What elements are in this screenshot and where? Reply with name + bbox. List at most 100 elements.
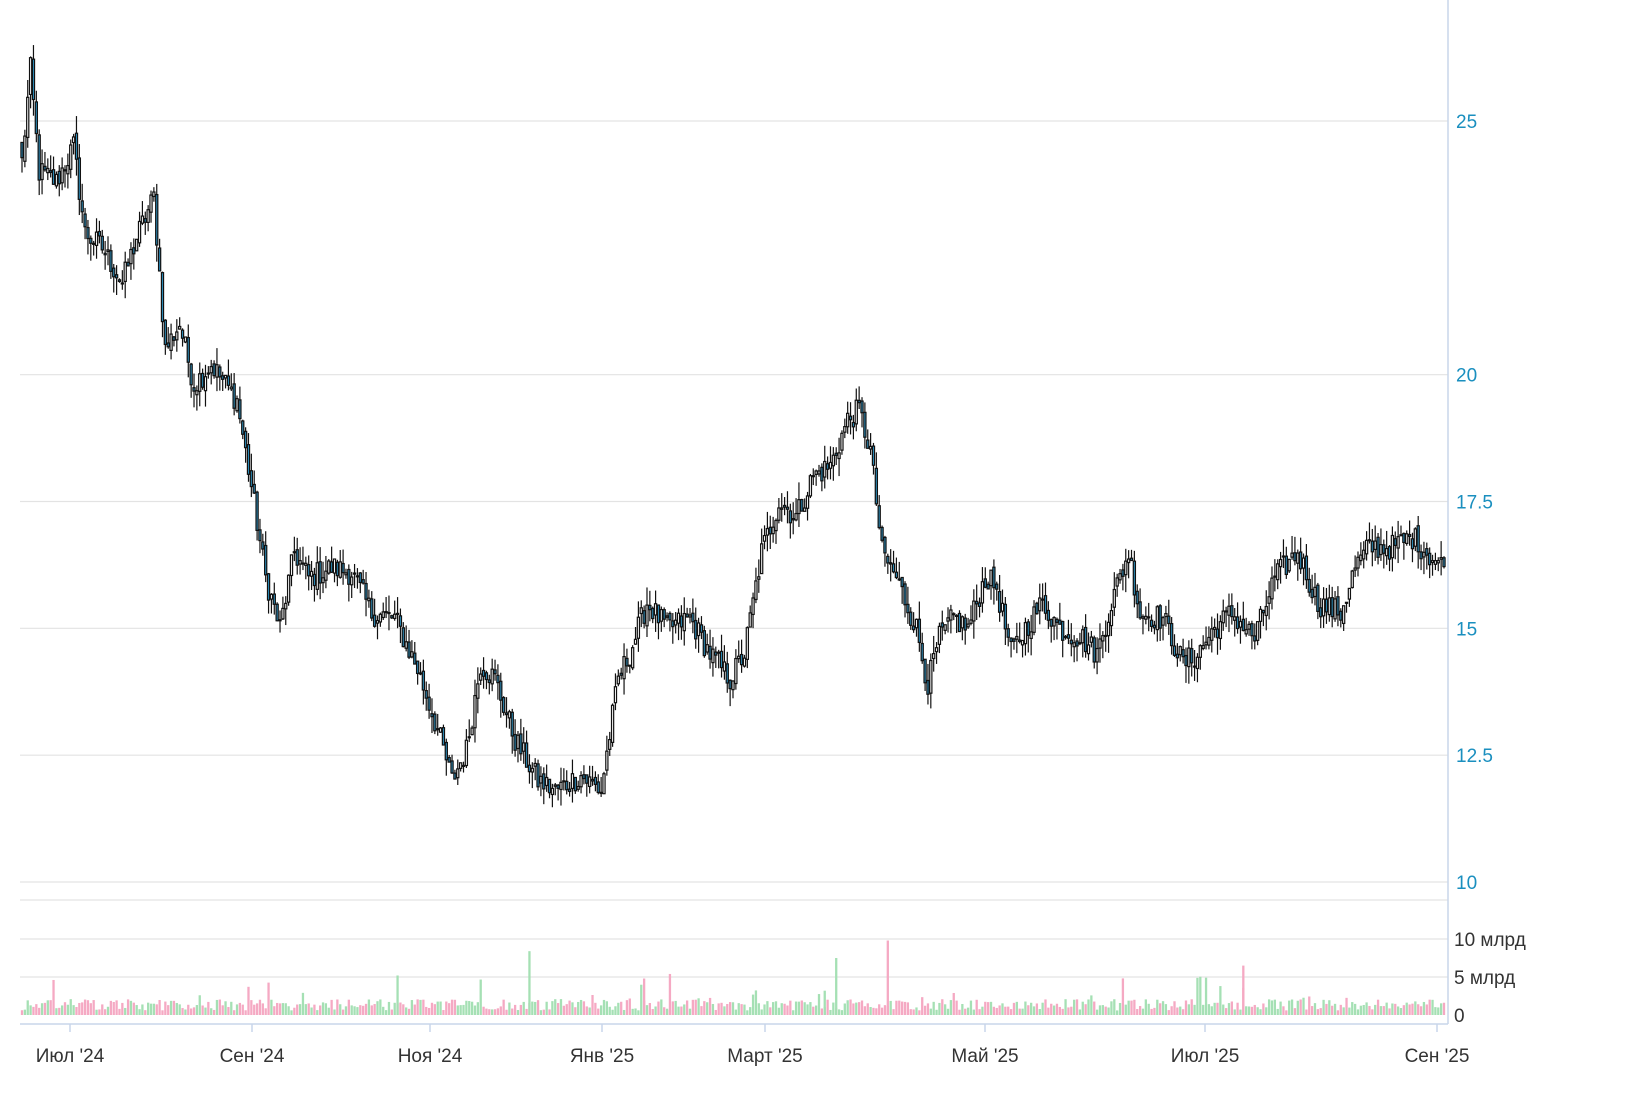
volume-bar	[218, 999, 221, 1015]
candle-body	[458, 762, 463, 769]
volume-bar	[407, 1008, 411, 1015]
candle-body	[1138, 601, 1142, 619]
candle-body	[734, 657, 738, 685]
candle-body	[318, 561, 322, 584]
candle-body	[1066, 634, 1071, 639]
volume-bar	[290, 1010, 293, 1015]
candle-body	[559, 781, 563, 791]
candle-body	[1407, 534, 1412, 538]
volume-bar	[602, 999, 606, 1015]
candle-body	[593, 776, 598, 785]
candle-body	[989, 569, 993, 587]
candle-body	[123, 261, 127, 283]
candle-body	[1063, 635, 1068, 639]
volume-bar	[491, 1009, 494, 1015]
volume-bar	[425, 1006, 428, 1015]
candle-body	[837, 452, 841, 460]
candle-body	[272, 593, 276, 605]
volume-bar	[760, 1009, 763, 1015]
candle-body	[1362, 549, 1366, 560]
candle-body	[952, 613, 956, 616]
candle-body	[1341, 605, 1346, 625]
volume-bar	[1259, 1009, 1262, 1015]
volume-bar	[353, 1006, 356, 1015]
volume-bar	[364, 1003, 368, 1015]
candle-body	[739, 653, 744, 666]
volume-bar	[806, 1004, 809, 1015]
volume-bar	[178, 1004, 181, 1015]
volume-bar	[1267, 999, 1271, 1015]
volume-bar	[1296, 1000, 1299, 1015]
volume-bar	[1376, 999, 1380, 1015]
candle-body	[553, 784, 557, 787]
candle-body	[304, 562, 308, 566]
candle-body	[619, 672, 623, 676]
volume-bar	[1256, 1007, 1259, 1015]
volume-bar	[103, 1009, 107, 1015]
volume-bar	[413, 1004, 416, 1015]
volume-bar	[591, 995, 594, 1015]
candle-body	[840, 432, 844, 451]
volume-tick-label: 5 млрд	[1454, 968, 1515, 989]
volume-bar	[307, 1003, 310, 1015]
candle-body	[487, 679, 491, 684]
candle-body	[946, 617, 950, 622]
volume-bar	[1133, 999, 1136, 1015]
candle-body	[232, 383, 236, 409]
candle-body	[415, 660, 420, 675]
candle-body	[203, 376, 208, 392]
candle-body	[1393, 538, 1397, 547]
volume-bar	[717, 1003, 720, 1015]
volume-bar	[436, 1001, 439, 1015]
candle-body	[60, 167, 64, 184]
candle-body	[424, 689, 428, 699]
candle-body	[1405, 533, 1409, 545]
candle-body	[338, 561, 342, 578]
candle-body	[719, 650, 724, 669]
candle-body	[114, 274, 119, 279]
volume-bar	[677, 1006, 680, 1015]
candle-body	[1379, 544, 1383, 556]
volume-bar	[1391, 1003, 1394, 1015]
volume-bar	[1090, 995, 1093, 1015]
candle-body	[160, 272, 165, 323]
volume-bar	[505, 1009, 508, 1015]
x-tick-label: Сен '24	[220, 1046, 285, 1067]
volume-bar	[1004, 1006, 1007, 1015]
candle-body	[1258, 608, 1263, 622]
candle-body	[393, 613, 397, 620]
volume-bar	[1339, 1004, 1342, 1015]
candle-body	[438, 727, 443, 733]
candle-body	[1121, 569, 1125, 577]
volume-bar	[754, 990, 758, 1015]
candle-body	[1267, 596, 1271, 604]
x-tick-label: Июл '24	[36, 1046, 105, 1067]
candle-body	[447, 756, 451, 763]
volume-bar	[1075, 999, 1079, 1015]
candle-body	[155, 193, 159, 246]
candle-body	[1350, 570, 1354, 589]
volume-bar	[1253, 1004, 1256, 1015]
volume-bar	[935, 1009, 938, 1015]
volume-bar	[238, 1002, 242, 1015]
volume-bar	[1310, 1006, 1314, 1015]
candle-body	[166, 342, 170, 348]
candle-body	[1032, 606, 1036, 633]
candle-body	[54, 173, 59, 187]
candle-body	[464, 739, 469, 767]
candle-body	[1367, 539, 1372, 542]
volume-bar	[1007, 1006, 1010, 1015]
volume-bar	[144, 1010, 147, 1015]
candle-body	[579, 775, 583, 788]
volume-bar	[880, 1007, 884, 1015]
candle-body	[48, 170, 53, 174]
volume-bar	[826, 999, 829, 1015]
volume-bar	[551, 1001, 554, 1015]
volume-bar	[167, 1005, 170, 1015]
candle-body	[1230, 605, 1234, 618]
candle-body	[384, 610, 388, 614]
volume-bar	[313, 1004, 316, 1015]
volume-bar	[786, 1005, 789, 1015]
volume-bar	[1402, 1005, 1406, 1015]
candle-body	[479, 673, 483, 681]
